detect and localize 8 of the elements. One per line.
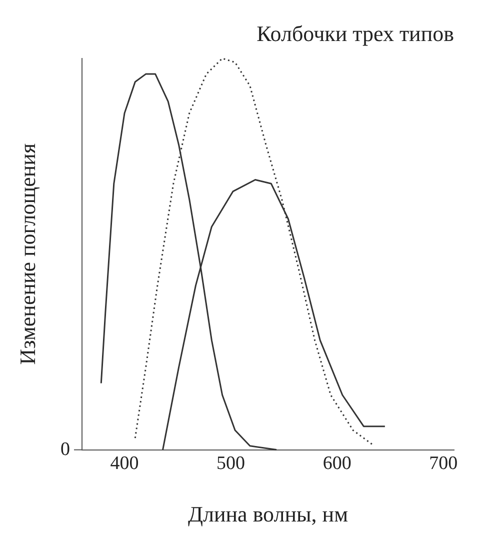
x-tick-label: 400 [110, 453, 139, 474]
x-tick-label: 700 [429, 453, 458, 474]
y-axis-title: Изменение поглощения [14, 143, 40, 365]
text: 0 [60, 438, 70, 460]
x-axis-title: Длина волны, нм [188, 502, 348, 527]
x-tick-label: 500 [216, 453, 246, 474]
chart-title: Колбочки трех типов [256, 20, 454, 46]
x-tick-label: 600 [322, 453, 352, 474]
